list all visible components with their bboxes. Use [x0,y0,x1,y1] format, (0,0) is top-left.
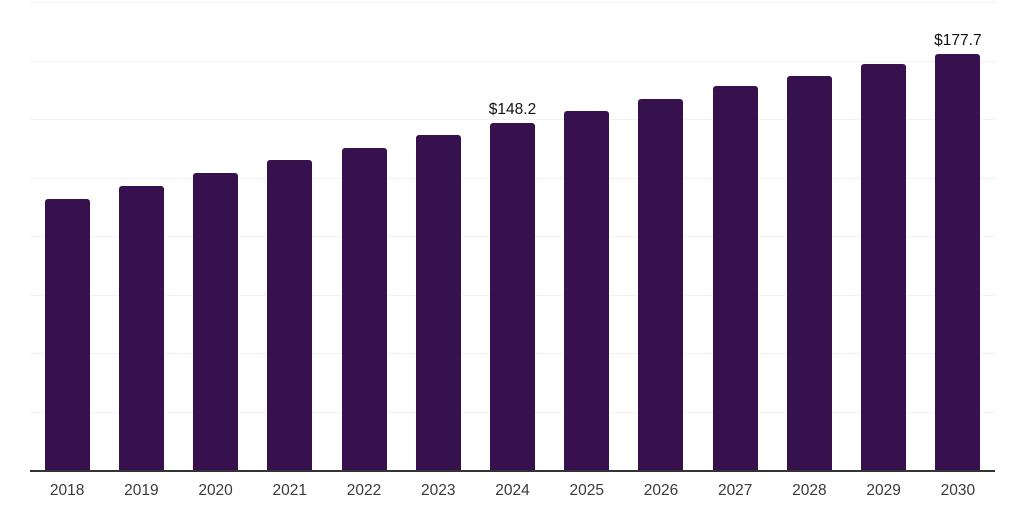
x-tick-label-2023: 2023 [421,482,456,499]
x-tick-label-2022: 2022 [346,482,382,499]
bar-2023 [415,135,461,470]
bar-value-label-2030: $177.7 [934,32,982,50]
gridline [30,119,995,120]
x-axis: 2018 2019 2020 2021 2022 2023 2024 2025 2026 2027… [30,482,995,504]
plot-area: $148.2 $177.7 [30,2,995,472]
x-tick-label-2029: 2029 [866,482,901,499]
x-tick-label-2018: 2018 [49,482,85,499]
x-tick-label-2027: 2027 [717,482,753,499]
bar-2025 [564,110,610,470]
bar-2030 [935,54,981,470]
bar-2018 [44,198,90,470]
x-tick-label-2019: 2019 [124,482,159,499]
bar-2021 [267,160,313,470]
x-tick-label-2024: 2024 [495,482,530,499]
x-tick-label-2020: 2020 [198,482,233,499]
bar-2024 [490,123,535,470]
bar-2026 [638,98,684,470]
x-tick-label-2026: 2026 [643,482,679,499]
bar-2020 [193,172,239,470]
bar-2019 [118,185,164,470]
x-tick-label-2025: 2025 [569,482,604,499]
gridline [30,60,995,62]
bar-2029 [861,63,907,470]
x-tick-label-2030: 2030 [940,482,976,499]
bar-value-label-2024: $148.2 [488,101,537,119]
x-tick-label-2028: 2028 [792,482,827,499]
bar-2027 [712,86,758,470]
x-tick-label-2021: 2021 [272,482,308,499]
gridline [30,2,995,3]
bar-2022 [341,147,387,470]
bar-2028 [786,75,832,470]
